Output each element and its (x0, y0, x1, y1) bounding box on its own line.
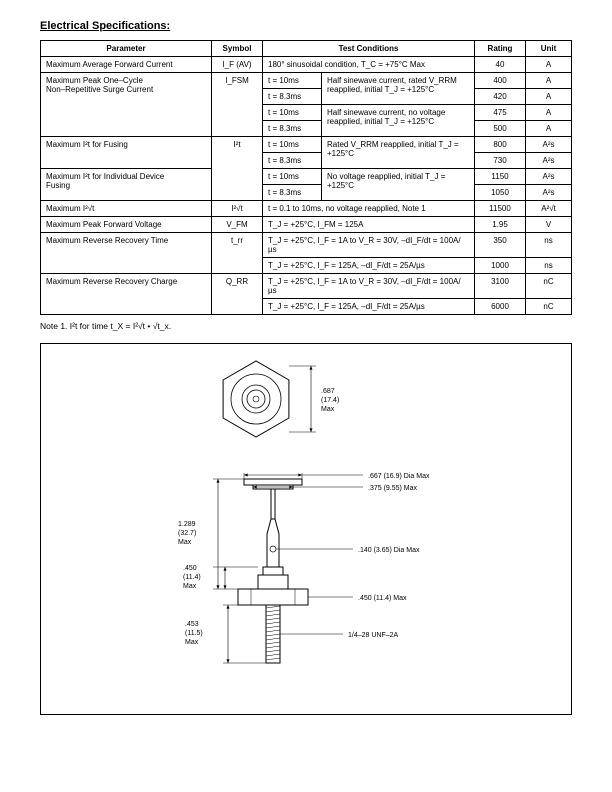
svg-text:.450: .450 (183, 565, 197, 572)
cell: A²s (526, 185, 572, 201)
cell: Maximum Peak Forward Voltage (41, 217, 212, 233)
svg-text:1/4–28 UNF–2A: 1/4–28 UNF–2A (348, 632, 399, 639)
cell: T_J = +25°C, I_F = 1A to V_R = 30V, –dI_… (263, 233, 475, 258)
cell: 1.95 (475, 217, 526, 233)
svg-text:Max: Max (183, 583, 197, 590)
cell: 350 (475, 233, 526, 258)
cell: 1150 (475, 169, 526, 185)
th-cond: Test Conditions (263, 41, 475, 57)
svg-text:(11.5): (11.5) (185, 630, 203, 637)
cell: I_F (AV) (212, 57, 263, 73)
svg-text:(32.7): (32.7) (178, 530, 196, 537)
table-row: Maximum Reverse Recovery Time t_rr T_J =… (41, 233, 572, 258)
cell: 1050 (475, 185, 526, 201)
th-rating: Rating (475, 41, 526, 57)
cell: A (526, 73, 572, 89)
cell: A (526, 89, 572, 105)
table-row: Maximum I²t for Fusing I²t t = 10ms Rate… (41, 137, 572, 153)
cell: Maximum I²√t (41, 201, 212, 217)
cell: 40 (475, 57, 526, 73)
cell: 400 (475, 73, 526, 89)
table-row: Maximum I²√t I²√t t = 0.1 to 10ms, no vo… (41, 201, 572, 217)
cell: A (526, 121, 572, 137)
cell: 475 (475, 105, 526, 121)
cell: Maximum Reverse Recovery Time (41, 233, 212, 274)
cell: ns (526, 233, 572, 258)
mechanical-diagram: .687 (17.4) Max .667 (16.9) Dia Max .375 (9.… (40, 343, 572, 715)
cell: Maximum I²t for Fusing (41, 137, 212, 169)
cell: t = 8.3ms (263, 121, 322, 137)
cell: Maximum Peak One–Cycle Non–Repetitive Su… (41, 73, 212, 137)
cell: T_J = +25°C, I_F = 125A, –dI_F/dt = 25A/… (263, 258, 475, 274)
svg-text:.140 (3.65) Dia Max: .140 (3.65) Dia Max (358, 547, 420, 554)
cell: I²√t (212, 201, 263, 217)
cell: A²s (526, 137, 572, 153)
table-row: Maximum Peak Forward Voltage V_FM T_J = … (41, 217, 572, 233)
svg-text:1.289: 1.289 (178, 521, 196, 528)
cell: t = 8.3ms (263, 185, 322, 201)
cell: Half sinewave current, rated V_RRM reapp… (322, 73, 475, 105)
th-unit: Unit (526, 41, 572, 57)
svg-text:.453: .453 (185, 621, 199, 628)
cell: t_rr (212, 233, 263, 274)
cell: 6000 (475, 299, 526, 315)
cell: t = 8.3ms (263, 153, 322, 169)
cell: nC (526, 274, 572, 299)
cell: t = 10ms (263, 105, 322, 121)
cell: I_FSM (212, 73, 263, 137)
svg-text:.687: .687 (321, 388, 335, 395)
note: Note 1. I²t for time t_X = I²√t • √t_x. (40, 321, 572, 331)
cell: t = 10ms (263, 137, 322, 153)
cell: Rated V_RRM reapplied, initial T_J = +12… (322, 137, 475, 169)
cell: t = 10ms (263, 169, 322, 185)
cell: 3100 (475, 274, 526, 299)
svg-text:(17.4): (17.4) (321, 397, 339, 404)
cell: ns (526, 258, 572, 274)
cell: Maximum Reverse Recovery Charge (41, 274, 212, 315)
cell: T_J = +25°C, I_F = 125A, –dI_F/dt = 25A/… (263, 299, 475, 315)
svg-text:.450 (11.4) Max: .450 (11.4) Max (358, 595, 407, 602)
cell: A (526, 57, 572, 73)
cell: No voltage reapplied, initial T_J = +125… (322, 169, 475, 201)
table-row: Maximum Reverse Recovery Charge Q_RR T_J… (41, 274, 572, 299)
svg-text:.667 (16.9) Dia Max: .667 (16.9) Dia Max (368, 473, 430, 480)
cell: 1000 (475, 258, 526, 274)
table-row: Maximum Average Forward Current I_F (AV)… (41, 57, 572, 73)
cell: A²s (526, 169, 572, 185)
th-param: Parameter (41, 41, 212, 57)
cell: 730 (475, 153, 526, 169)
cell: 800 (475, 137, 526, 153)
th-symbol: Symbol (212, 41, 263, 57)
svg-text:Max: Max (321, 406, 335, 413)
cell: t = 10ms (263, 73, 322, 89)
cell: I²t (212, 137, 263, 201)
cell: 500 (475, 121, 526, 137)
cell: Half sinewave current, no voltage reappl… (322, 105, 475, 137)
table-row: Maximum Peak One–Cycle Non–Repetitive Su… (41, 73, 572, 89)
section-title: Electrical Specifications: (40, 20, 572, 32)
svg-text:.375 (9.55) Max: .375 (9.55) Max (368, 485, 418, 492)
cell: T_J = +25°C, I_FM = 125A (263, 217, 475, 233)
svg-text:Max: Max (178, 539, 192, 546)
spec-table: Parameter Symbol Test Conditions Rating … (40, 40, 572, 315)
table-row: Maximum I²t for Individual Device Fusing… (41, 169, 572, 185)
cell: V_FM (212, 217, 263, 233)
cell: A (526, 105, 572, 121)
cell: A²s (526, 153, 572, 169)
cell: nC (526, 299, 572, 315)
cell: Maximum Average Forward Current (41, 57, 212, 73)
cell: t = 8.3ms (263, 89, 322, 105)
cell: T_J = +25°C, I_F = 1A to V_R = 30V, –dI_… (263, 274, 475, 299)
cell: A²√t (526, 201, 572, 217)
svg-text:Max: Max (185, 639, 199, 646)
cell: V (526, 217, 572, 233)
cell: 420 (475, 89, 526, 105)
cell: 180° sinusoidal condition, T_C = +75°C M… (263, 57, 475, 73)
cell: Q_RR (212, 274, 263, 315)
cell: Maximum I²t for Individual Device Fusing (41, 169, 212, 201)
cell: 11500 (475, 201, 526, 217)
svg-text:(11.4): (11.4) (183, 574, 201, 581)
cell: t = 0.1 to 10ms, no voltage reapplied, N… (263, 201, 475, 217)
